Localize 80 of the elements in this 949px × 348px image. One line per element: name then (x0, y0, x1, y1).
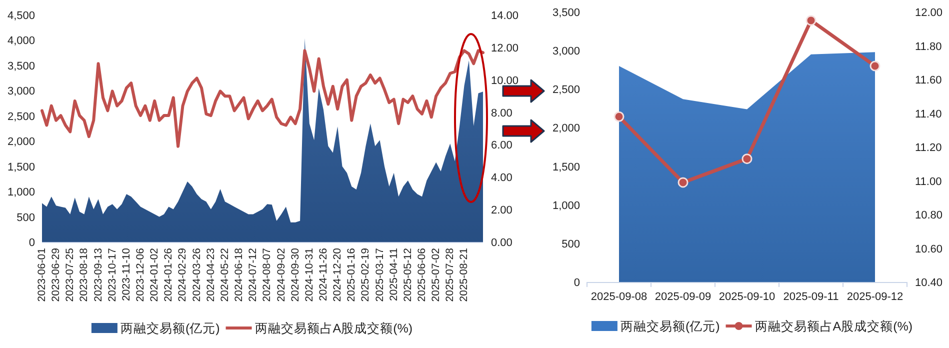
x-tick-label: 2025-08-21 (458, 248, 470, 302)
y2-tick-label: 11.60 (915, 74, 942, 86)
legend-label: 两融交易额占A股成交额(%) (754, 318, 913, 334)
x-tick-label: 2024-07-12 (247, 248, 260, 302)
y2-tick-label: 6.00 (491, 140, 512, 152)
y2-tick-label: 12.00 (491, 42, 519, 54)
y-tick-label: 1,500 (7, 161, 35, 174)
y2-tick-label: 12.00 (915, 7, 943, 19)
y2-tick-label: 14.00 (491, 10, 519, 22)
y-tick-label: 4,500 (7, 10, 35, 22)
x-tick-label: 2024-09-30 (289, 248, 302, 302)
point (614, 111, 624, 122)
x-tick-label: 2023-07-25 (64, 248, 76, 302)
x-tick-label: 2023-11-10 (120, 248, 132, 301)
y-tick-label: 2,500 (7, 110, 35, 123)
y-tick-label: 3,500 (7, 60, 35, 72)
y-tick-label: 1,500 (552, 161, 580, 174)
x-tick-label: 2025-09-09 (654, 291, 712, 303)
y2-tick-label: 2.00 (491, 204, 512, 217)
y-tick-label: 1,000 (552, 200, 580, 212)
x-tick-label: 2024-12-20 (332, 248, 344, 302)
x-tick-label: 2024-04-23 (204, 248, 217, 302)
y-tick-label: 3,000 (552, 46, 580, 58)
legend-label: 两融交易额(亿元) (620, 318, 720, 334)
x-tick-label: 2024-03-26 (190, 248, 203, 302)
x-tick-label: 2023-10-17 (106, 248, 118, 302)
x-tick-label: 2024-05-22 (218, 248, 231, 302)
legend-label: 两融交易额(亿元) (120, 320, 220, 336)
x-tick-label: 2025-01-16 (346, 248, 358, 302)
x-tick-label: 2025-09-10 (718, 291, 776, 303)
y-tick-label: 500 (16, 212, 35, 224)
point (678, 177, 688, 188)
x-tick-label: 2024-06-18 (233, 248, 246, 302)
x-tick-label: 2025-03-17 (374, 248, 386, 302)
y-tick-label: 2,000 (7, 136, 35, 148)
x-tick-label: 2024-09-02 (275, 248, 288, 302)
y2-tick-label: 10.60 (915, 243, 943, 256)
y2-tick-label: 10.00 (491, 74, 519, 87)
x-tick-label: 2023-08-18 (78, 248, 90, 302)
y2-tick-label: 11.80 (915, 40, 942, 53)
point (870, 60, 880, 72)
x-tick-label: 2025-02-19 (360, 248, 372, 302)
x-tick-label: 2025-04-11 (388, 248, 400, 301)
x-tick-label: 2024-01-26 (162, 248, 175, 302)
y2-tick-label: 10.40 (915, 277, 943, 289)
x-tick-label: 2024-08-07 (261, 248, 274, 302)
x-tick-label: 2024-02-29 (176, 248, 189, 302)
y2-tick-label: 0.00 (491, 237, 512, 249)
y-tick-label: 500 (562, 238, 580, 250)
x-tick-label: 2025-07-28 (444, 248, 456, 302)
y-tick-label: 1,000 (7, 186, 35, 199)
y2-tick-label: 11.40 (915, 108, 942, 120)
y-tick-label: 3,500 (552, 7, 580, 19)
y-tick-label: 2,500 (552, 84, 580, 96)
x-tick-label: 2023-06-29 (50, 248, 62, 302)
point (742, 154, 752, 164)
x-tick-label: 2025-05-12 (402, 248, 414, 302)
y-tick-label: 4,000 (7, 35, 35, 48)
y2-tick-label: 8.00 (491, 107, 512, 120)
x-tick-label: 2023-09-13 (92, 248, 104, 302)
x-tick-label: 2025-09-12 (846, 291, 904, 303)
y-tick-label: 3,000 (7, 86, 35, 98)
y-tick-label: 0 (28, 237, 35, 249)
x-tick-label: 2025-07-02 (430, 248, 442, 302)
x-tick-label: 2025-06-06 (416, 248, 428, 302)
legend-label: 两融交易额占A股成交额(%) (254, 320, 413, 336)
x-tick-label: 2025-09-11 (783, 291, 839, 303)
y2-tick-label: 11.00 (915, 176, 942, 188)
y2-tick-label: 10.80 (915, 210, 943, 222)
x-tick-label: 2023-06-01 (36, 248, 48, 302)
x-tick-label: 2024-10-31 (303, 248, 316, 302)
x-tick-label: 2025-09-08 (590, 291, 648, 303)
x-tick-label: 2024-11-26 (317, 248, 330, 301)
point (806, 15, 816, 26)
x-tick-label: 2023-12-06 (134, 248, 147, 302)
y-tick-label: 0 (574, 277, 580, 289)
y2-tick-label: 11.20 (915, 142, 942, 154)
y-tick-label: 2,000 (552, 122, 580, 135)
x-tick-label: 2024-01-02 (148, 248, 161, 302)
y2-tick-label: 4.00 (491, 172, 512, 184)
